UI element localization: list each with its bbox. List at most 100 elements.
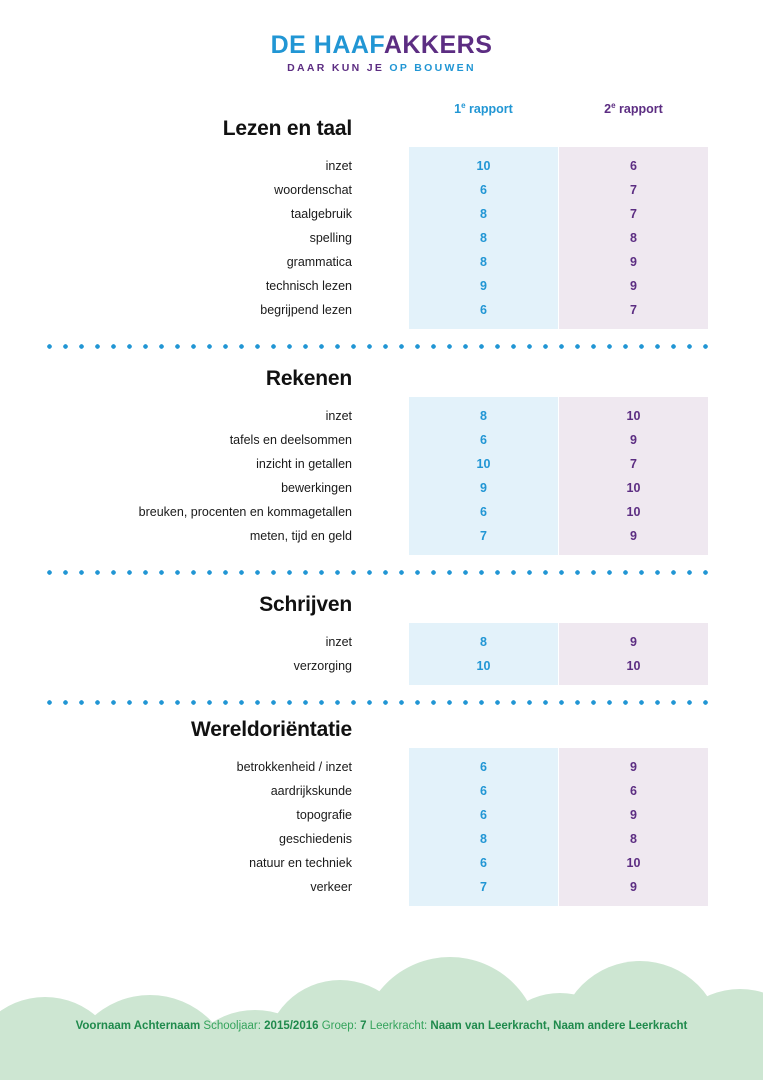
band-rapport-1	[409, 147, 558, 329]
page-footer: Voornaam Achternaam Schooljaar: 2015/201…	[0, 955, 763, 1080]
school-logo: DE HAAFAKKERS DAAR KUN JE OP BOUWEN	[0, 33, 763, 74]
score-column-bands	[409, 397, 708, 555]
score-cell-rapport-2: 9	[630, 808, 637, 822]
row-label: inzet	[325, 409, 352, 423]
footer-leerkracht-value: Naam van Leerkracht, Naam andere Leerkra…	[430, 1020, 688, 1032]
footer-schooljaar-value: 2015/2016	[264, 1020, 319, 1032]
score-cell-rapport-2: 7	[630, 183, 637, 197]
score-cell-rapport-1: 8	[480, 409, 487, 423]
row-label: natuur en techniek	[249, 856, 352, 870]
score-cell-rapport-2: 10	[626, 659, 641, 673]
report-section: Wereldoriëntatie betrokkenheid / inzet 6 9 a…	[0, 718, 763, 906]
score-column-bands	[409, 748, 708, 906]
table-row: tafels en deelsommen 6 9	[0, 428, 763, 452]
table-row: begrijpend lezen 6 7	[0, 298, 763, 322]
row-label: aardrijkskunde	[270, 784, 352, 798]
score-cell-rapport-1: 6	[480, 760, 487, 774]
table-row: inzet 8 10	[0, 404, 763, 428]
score-cell-rapport-2: 9	[630, 433, 637, 447]
table-row: inzet 8 9	[0, 630, 763, 654]
row-label: tafels en deelsommen	[229, 433, 352, 447]
score-column-bands	[409, 623, 708, 685]
band-rapport-2	[559, 623, 708, 685]
footer-groep-label: Groep:	[318, 1020, 361, 1032]
score-cell-rapport-1: 10	[476, 457, 491, 471]
score-cell-rapport-2: 10	[626, 505, 641, 519]
row-label: grammatica	[286, 255, 352, 269]
logo-text-de: DE	[270, 31, 314, 59]
row-label: spelling	[309, 231, 352, 245]
score-cell-rapport-2: 6	[630, 784, 637, 798]
row-label: meten, tijd en geld	[249, 529, 352, 543]
row-label: taalgebruik	[290, 207, 352, 221]
table-row: inzicht in getallen 10 7	[0, 452, 763, 476]
score-cell-rapport-2: 6	[630, 159, 637, 173]
section-title: Lezen en taal	[222, 117, 352, 140]
score-cell-rapport-2: 9	[630, 880, 637, 894]
dotted-divider	[47, 700, 716, 705]
score-cell-rapport-2: 10	[626, 856, 641, 870]
score-cell-rapport-2: 9	[630, 760, 637, 774]
row-label: begrijpend lezen	[260, 303, 352, 317]
table-row: spelling 8 8	[0, 226, 763, 250]
table-row: natuur en techniek 6 10	[0, 851, 763, 875]
score-cell-rapport-1: 9	[480, 481, 487, 495]
table-row: bewerkingen 9 10	[0, 476, 763, 500]
column-header-rapport-2: 2e rapport	[559, 100, 708, 118]
table-row: taalgebruik 8 7	[0, 202, 763, 226]
score-cell-rapport-2: 10	[626, 409, 641, 423]
column-header-1-word: rapport	[465, 102, 513, 116]
score-cell-rapport-1: 8	[480, 207, 487, 221]
row-label: inzicht in getallen	[256, 457, 352, 471]
row-label: breuken, procenten en kommagetallen	[138, 505, 352, 519]
report-column-headers: 1e rapport 2e rapport	[409, 100, 708, 118]
report-section: Lezen en taal inzet 10 6 woordenschat 6 7 taalg…	[0, 117, 763, 329]
footer-student-name: Voornaam Achternaam	[75, 1020, 201, 1032]
score-cell-rapport-2: 7	[630, 207, 637, 221]
column-header-rapport-1: 1e rapport	[409, 100, 558, 118]
table-row: verzorging 10 10	[0, 654, 763, 678]
report-section: Rekenen inzet 8 10 tafels en deelsommen 6 9 inz…	[0, 368, 763, 555]
score-cell-rapport-2: 9	[630, 529, 637, 543]
column-header-1-ordinal: e	[461, 100, 466, 110]
logo-tagline-part2: OP BOUWEN	[389, 62, 476, 74]
section-rows: inzet 8 9 verzorging 10 10	[0, 623, 763, 685]
score-cell-rapport-1: 9	[480, 279, 487, 293]
score-cell-rapport-2: 7	[630, 457, 637, 471]
footer-schooljaar-label: Schooljaar:	[200, 1020, 265, 1032]
column-header-2-word: rapport	[615, 102, 663, 116]
score-cell-rapport-1: 10	[476, 659, 491, 673]
band-rapport-1	[409, 748, 558, 906]
score-cell-rapport-1: 6	[480, 303, 487, 317]
logo-wordmark: DE HAAFAKKERS	[0, 33, 763, 58]
table-row: aardrijkskunde 6 6	[0, 779, 763, 803]
score-cell-rapport-1: 7	[480, 529, 487, 543]
section-title: Wereldoriëntatie	[191, 718, 352, 741]
footer-leerkracht-label: Leerkracht:	[366, 1020, 431, 1032]
table-row: betrokkenheid / inzet 6 9	[0, 755, 763, 779]
score-cell-rapport-1: 10	[476, 159, 491, 173]
row-label: inzet	[325, 159, 352, 173]
table-row: technisch lezen 9 9	[0, 274, 763, 298]
section-rows: inzet 8 10 tafels en deelsommen 6 9 inzicht in…	[0, 397, 763, 555]
column-header-2-number: 2	[604, 102, 612, 116]
logo-tagline-part1: DAAR KUN JE	[287, 62, 390, 74]
score-cell-rapport-1: 8	[480, 635, 487, 649]
column-header-1-number: 1	[454, 102, 462, 116]
table-row: verkeer 7 9	[0, 875, 763, 899]
score-cell-rapport-2: 8	[630, 832, 637, 846]
dotted-divider	[47, 570, 716, 575]
row-label: verzorging	[293, 659, 352, 673]
band-rapport-1	[409, 397, 558, 555]
row-label: verkeer	[310, 880, 352, 894]
band-rapport-2	[559, 397, 708, 555]
score-cell-rapport-1: 8	[480, 231, 487, 245]
band-rapport-1	[409, 623, 558, 685]
score-cell-rapport-1: 6	[480, 856, 487, 870]
table-row: breuken, procenten en kommagetallen 6 10	[0, 500, 763, 524]
row-label: topografie	[296, 808, 352, 822]
score-cell-rapport-1: 6	[480, 784, 487, 798]
table-row: geschiedenis 8 8	[0, 827, 763, 851]
row-label: betrokkenheid / inzet	[236, 760, 352, 774]
score-cell-rapport-2: 9	[630, 635, 637, 649]
